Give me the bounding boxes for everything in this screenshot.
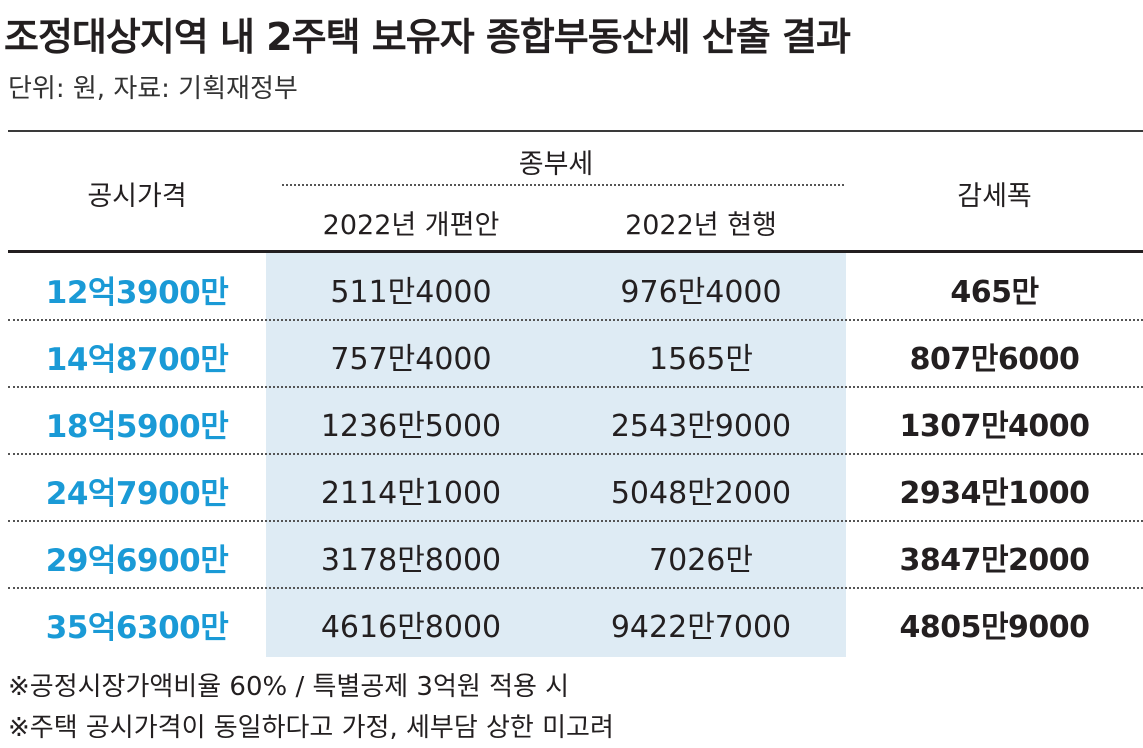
- cell-diff: 465만: [950, 275, 1039, 310]
- cell-price: 18억5900만: [45, 409, 229, 445]
- footnote-2: ※주택 공시가격이 동일하다고 가정, 세부담 상한 미고려: [8, 713, 614, 743]
- row-divider: [8, 453, 1143, 455]
- cell-diff: 2934만1000: [899, 476, 1090, 511]
- cell-current: 9422만7000: [610, 610, 792, 645]
- row-divider: [8, 386, 1143, 388]
- cell-current: 976만4000: [620, 275, 782, 310]
- cell-price: 12억3900만: [45, 275, 229, 311]
- cell-diff: 3847만2000: [899, 543, 1090, 578]
- table-top-rule: [8, 130, 1143, 132]
- cell-reform: 2114만1000: [320, 476, 502, 511]
- cell-current: 5048만2000: [610, 476, 792, 511]
- row-divider: [8, 587, 1143, 589]
- header-reform: 2022년 개편안: [322, 210, 500, 241]
- cell-price: 14억8700만: [45, 342, 229, 378]
- cell-price: 24억7900만: [45, 476, 229, 512]
- row-divider: [8, 520, 1143, 522]
- header-price: 공시가격: [87, 181, 187, 212]
- cell-price: 35억6300만: [45, 610, 229, 646]
- header-current: 2022년 현행: [625, 210, 777, 241]
- chart-title: 조정대상지역 내 2주택 보유자 종합부동산세 산출 결과: [4, 15, 851, 59]
- cell-reform: 511만4000: [330, 275, 492, 310]
- chart-subtitle: 단위: 원, 자료: 기획재정부: [8, 74, 298, 104]
- header-group-tax: 종부세: [518, 149, 594, 180]
- header-diff: 감세폭: [957, 181, 1032, 212]
- cell-current: 2543만9000: [610, 409, 792, 444]
- tax-columns-highlight-band: [266, 253, 846, 657]
- cell-diff: 1307만4000: [899, 409, 1090, 444]
- row-divider: [8, 319, 1143, 321]
- cell-diff: 4805만9000: [899, 610, 1090, 645]
- cell-reform: 3178만8000: [320, 543, 502, 578]
- cell-current: 7026만: [649, 543, 753, 578]
- cell-diff: 807만6000: [909, 342, 1080, 377]
- header-bottom-rule: [8, 250, 1143, 253]
- cell-reform: 4616만8000: [320, 610, 502, 645]
- cell-reform: 1236만5000: [320, 409, 502, 444]
- cell-current: 1565만: [649, 342, 753, 377]
- cell-price: 29억6900만: [45, 543, 229, 579]
- header-group-divider: [282, 184, 844, 186]
- footnote-1: ※공정시장가액비율 60% / 특별공제 3억원 적용 시: [8, 672, 570, 702]
- cell-reform: 757만4000: [330, 342, 492, 377]
